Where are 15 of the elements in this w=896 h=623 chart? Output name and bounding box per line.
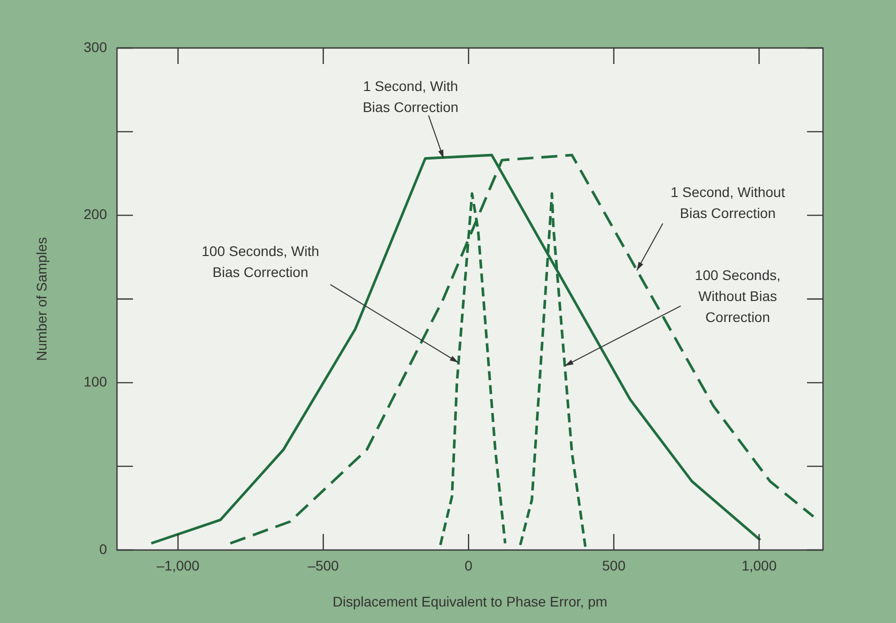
annotation: 1 Second, With Bias Correction: [362, 78, 458, 115]
x-tick-label: 0: [464, 557, 473, 574]
x-tick-label: –1,000: [156, 557, 200, 574]
x-tick-label: –500: [308, 557, 340, 574]
x-tick-label: 500: [602, 557, 626, 574]
y-tick-label: 100: [84, 374, 108, 390]
y-axis-title: Number of Samples: [33, 237, 50, 361]
y-tick-label: 200: [84, 206, 108, 222]
annotation: 100 Seconds, With Bias Correction: [202, 242, 320, 280]
y-tick-label: 300: [84, 38, 108, 55]
x-tick-label: 1,000: [742, 557, 777, 574]
annotation: 1 Second, Without Bias Correction: [670, 184, 786, 221]
annotation: 100 Seconds, Without Bias Correction: [694, 266, 781, 325]
x-axis-title: Displacement Equivalent to Phase Error, pm: [332, 593, 608, 610]
y-tick-label: 0: [99, 540, 108, 557]
